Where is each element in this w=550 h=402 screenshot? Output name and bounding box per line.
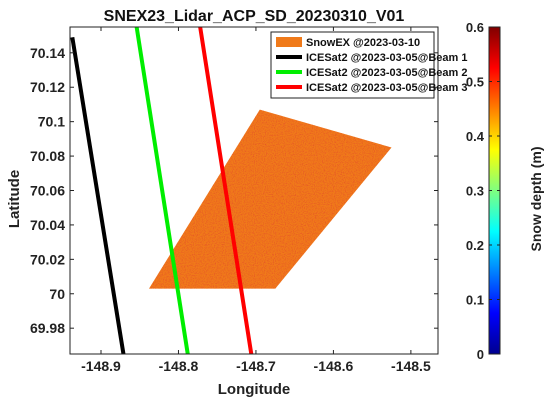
y-tick-label: 70.14: [30, 45, 65, 61]
legend-label: ICESat2 @2023-03-05@Beam 1: [306, 52, 467, 64]
y-tick-label: 70.02: [30, 251, 65, 267]
swath-speckle: [149, 109, 392, 289]
x-tick-label: -148.7: [236, 358, 276, 374]
colorbar-label: Snow depth (m): [528, 147, 544, 252]
y-axis-label: Latitude: [6, 170, 23, 228]
colorbar-tick-label: 0: [477, 347, 484, 362]
beam-line-2: [134, 27, 190, 354]
beam-line-3: [198, 27, 254, 354]
y-tick-label: 70.12: [30, 79, 65, 95]
y-tick-label: 69.98: [30, 320, 65, 336]
legend-label: ICESat2 @2023-03-05@Beam 2: [306, 67, 467, 79]
legend: SnowEX @2023-03-10 ICESat2 @2023-03-05@Be…: [270, 31, 467, 99]
y-tick-label: 70.08: [30, 148, 65, 164]
y-tick-label: 70.1: [38, 114, 65, 130]
legend-swatch-swath: [276, 37, 302, 47]
colorbar-tick-label: 0.3: [466, 184, 484, 199]
y-tick-label: 70.04: [30, 217, 65, 233]
x-tick-label: -148.8: [159, 358, 199, 374]
x-tick-label: -148.5: [391, 358, 431, 374]
x-axis-label: Longitude: [218, 381, 290, 398]
colorbar-tick-label: 0.6: [466, 20, 484, 35]
beam-line-1: [70, 37, 126, 354]
chart-title: SNEX23_Lidar_ACP_SD_20230310_V01: [104, 8, 405, 25]
y-tick-label: 70: [49, 286, 65, 302]
colorbar-tick-label: 0.1: [466, 293, 484, 308]
x-tick-label: -148.9: [81, 358, 121, 374]
legend-label: SnowEX @2023-03-10: [306, 37, 420, 49]
colorbar-tick-label: 0.5: [466, 75, 484, 90]
x-axis: -148.9 -148.8 -148.7 -148.6 -148.5: [81, 27, 431, 374]
x-tick-label: -148.6: [314, 358, 354, 374]
plot-area: [70, 27, 392, 354]
y-axis: 69.98 70 70.02 70.04 70.06 70.08 70.1 70.12 70.1…: [30, 45, 438, 336]
colorbar-tick-label: 0.2: [466, 238, 484, 253]
y-tick-label: 70.06: [30, 183, 65, 199]
snowex-swath: [149, 109, 392, 289]
colorbar-tick-label: 0.4: [466, 129, 485, 144]
colorbar: 0 0.1 0.2 0.3 0.4 0.5 0.6 Snow depth (m): [466, 20, 544, 362]
legend-label: ICESat2 @2023-03-05@Beam 3: [306, 82, 467, 94]
